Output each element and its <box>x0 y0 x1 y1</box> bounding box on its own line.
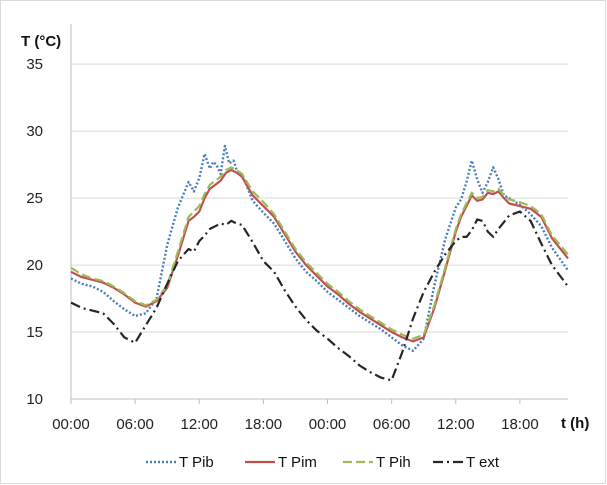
y-axis: 10 15 20 25 30 35 <box>26 24 72 408</box>
y-tick-label: 30 <box>26 123 43 140</box>
y-tick-label: 35 <box>26 56 43 73</box>
legend-label: T Pib <box>179 454 214 471</box>
x-tick-label: 12:00 <box>180 416 218 433</box>
x-axis: 00:00 06:00 12:00 18:00 00:00 06:00 12:00 18:00 <box>52 398 568 433</box>
x-tick-label: 06:00 <box>116 416 154 433</box>
series-line-t-ext <box>70 210 569 382</box>
x-tick-label: 00:00 <box>52 416 90 433</box>
legend: T Pib T Pim T Pih T ext <box>146 454 500 471</box>
series-line-t-pib <box>70 144 569 352</box>
y-tick-label: 20 <box>26 257 43 274</box>
y-tick-label: 25 <box>26 190 43 207</box>
x-tick-label: 18:00 <box>245 416 283 433</box>
gridlines <box>71 63 568 400</box>
legend-label: T Pim <box>278 454 317 471</box>
y-tick-label: 15 <box>26 324 43 341</box>
x-axis-title: t (h) <box>561 415 589 432</box>
legend-label: T ext <box>466 454 500 471</box>
x-tick-label: 06:00 <box>373 416 411 433</box>
legend-label: T Pih <box>376 454 411 471</box>
y-tick-label: 10 <box>26 391 43 408</box>
y-axis-title: T (°C) <box>21 33 61 50</box>
plot-area <box>70 144 569 382</box>
x-tick-label: 12:00 <box>437 416 475 433</box>
x-tick-label: 18:00 <box>501 416 539 433</box>
series-line-t-pih <box>70 166 569 340</box>
series-line-t-pim <box>70 168 569 343</box>
x-tick-label: 00:00 <box>309 416 347 433</box>
